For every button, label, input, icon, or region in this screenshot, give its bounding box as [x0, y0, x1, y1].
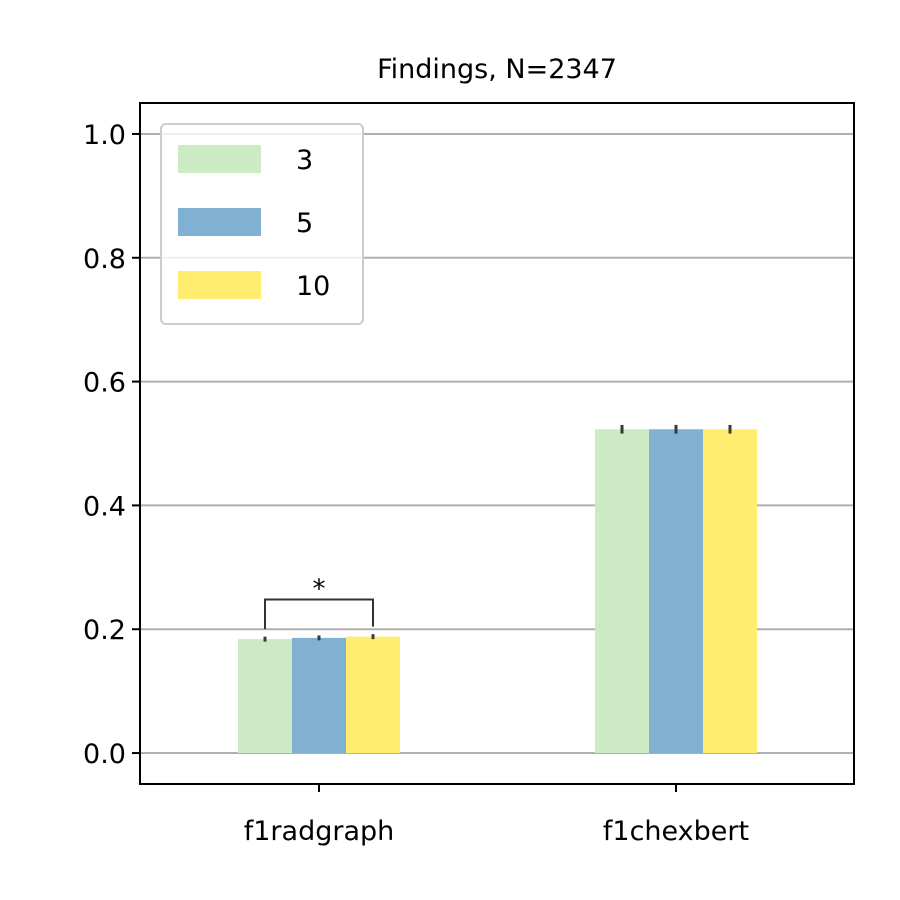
legend-label: 3 — [296, 145, 313, 176]
bar-f1chexbert-5 — [649, 429, 703, 754]
legend-label: 10 — [296, 271, 330, 302]
bar-f1radgraph-10 — [346, 636, 400, 754]
bars — [238, 429, 757, 754]
legend: 3 5 10 — [160, 123, 364, 325]
legend-swatch-10 — [178, 271, 261, 299]
chart-title: Findings, N=2347 — [377, 54, 617, 85]
y-tick-label: 0.4 — [83, 491, 126, 522]
y-tick-label: 0.0 — [83, 739, 126, 770]
significance-marker: * — [313, 575, 326, 605]
bar-f1chexbert-10 — [703, 429, 757, 754]
significance-bracket — [264, 598, 374, 630]
y-tick-label: 1.0 — [83, 120, 126, 151]
legend-swatch-3 — [178, 145, 261, 173]
plot-frame — [139, 102, 855, 785]
x-tick-label: f1chexbert — [603, 816, 749, 847]
y-tick-label: 0.2 — [83, 615, 126, 646]
legend-label: 5 — [296, 208, 313, 239]
bar-f1chexbert-3 — [595, 429, 649, 754]
legend-swatch-5 — [178, 208, 261, 236]
bar-f1radgraph-5 — [292, 637, 346, 754]
axes: 0.0 0.2 0.4 0.6 0.8 1.0 f1radgraph f1chexbert — [83, 120, 749, 847]
bar-f1radgraph-3 — [238, 639, 292, 754]
x-tick-label: f1radgraph — [244, 816, 395, 847]
annotations: * — [264, 575, 374, 630]
error-bars — [263, 424, 732, 642]
y-tick-label: 0.6 — [83, 368, 126, 399]
y-tick-label: 0.8 — [83, 244, 126, 275]
